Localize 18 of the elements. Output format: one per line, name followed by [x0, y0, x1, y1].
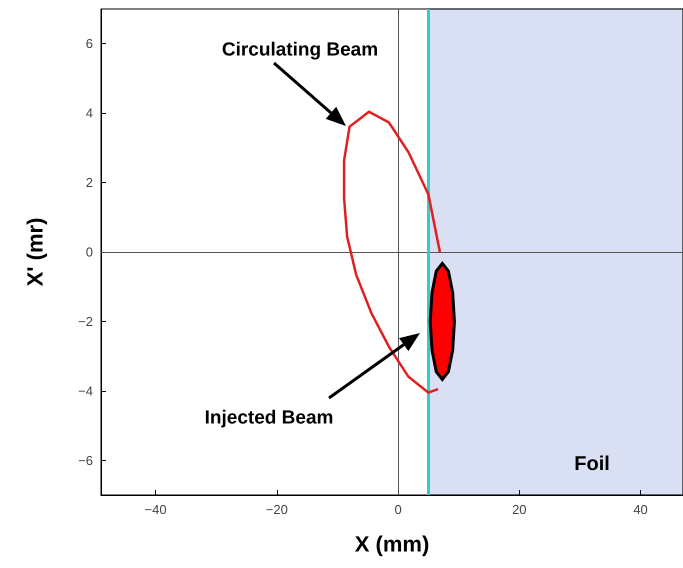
y-tick-label: −2	[78, 314, 93, 329]
y-tick-label: 0	[86, 244, 93, 260]
y-axis-title: X' (mr)	[22, 218, 48, 286]
line-series	[342, 110, 442, 394]
y-tick-label: −4	[78, 383, 93, 398]
x-axis-title: X (mm)	[354, 532, 430, 556]
y-tick-label: 2	[86, 175, 93, 190]
x-tick-label: 40	[633, 502, 648, 517]
annotation: Injected Beam	[204, 408, 334, 428]
annotation: Circulating Beam	[222, 40, 378, 60]
y-tick-label: −6	[78, 452, 93, 468]
x-tick-label: −20	[266, 502, 288, 517]
x-tick-label: −40	[144, 502, 167, 517]
y-tick-label: 6	[86, 36, 93, 52]
band-label: Foil	[574, 452, 610, 475]
y-tick-label: 4	[86, 106, 93, 121]
x-tick-label: 0	[394, 502, 402, 517]
x-tick-label: 20	[512, 502, 527, 517]
